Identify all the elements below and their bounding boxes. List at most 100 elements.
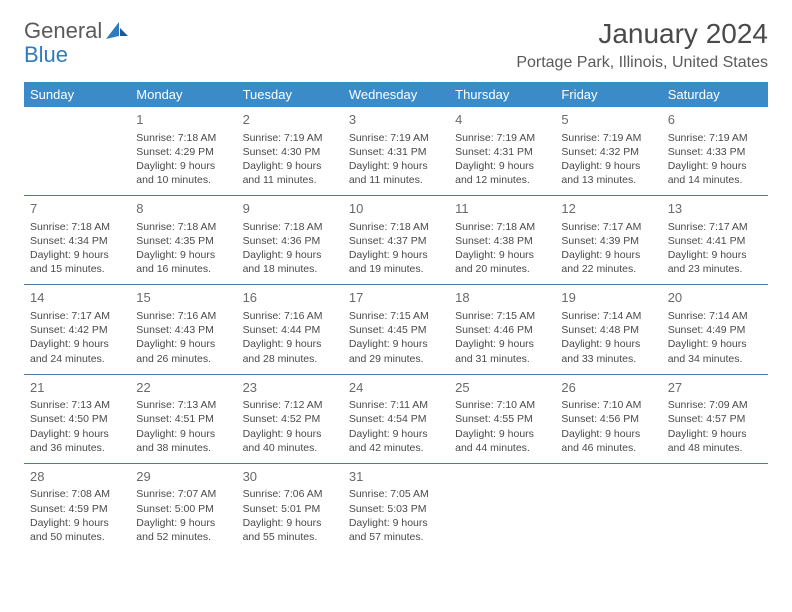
cell-line-d2: and 40 minutes. <box>243 441 337 455</box>
cell-line-d2: and 19 minutes. <box>349 262 443 276</box>
day-number: 14 <box>30 289 124 307</box>
cell-line-d2: and 48 minutes. <box>668 441 762 455</box>
day-number: 24 <box>349 379 443 397</box>
cell-line-ss: Sunset: 4:50 PM <box>30 412 124 426</box>
calendar-cell: 15Sunrise: 7:16 AMSunset: 4:43 PMDayligh… <box>130 285 236 373</box>
page-header: General January 2024 Portage Park, Illin… <box>24 18 768 72</box>
cell-line-sr: Sunrise: 7:11 AM <box>349 398 443 412</box>
cell-line-d1: Daylight: 9 hours <box>561 427 655 441</box>
cell-line-d1: Daylight: 9 hours <box>136 516 230 530</box>
cell-line-d2: and 16 minutes. <box>136 262 230 276</box>
cell-line-sr: Sunrise: 7:19 AM <box>349 131 443 145</box>
cell-line-ss: Sunset: 4:33 PM <box>668 145 762 159</box>
calendar-cell: 7Sunrise: 7:18 AMSunset: 4:34 PMDaylight… <box>24 196 130 284</box>
cell-line-d1: Daylight: 9 hours <box>136 427 230 441</box>
day-number: 30 <box>243 468 337 486</box>
cell-line-sr: Sunrise: 7:18 AM <box>455 220 549 234</box>
cell-line-d2: and 11 minutes. <box>349 173 443 187</box>
week-row: 28Sunrise: 7:08 AMSunset: 4:59 PMDayligh… <box>24 464 768 552</box>
day-number: 4 <box>455 111 549 129</box>
calendar-cell <box>449 464 555 552</box>
cell-line-ss: Sunset: 4:49 PM <box>668 323 762 337</box>
day-number: 6 <box>668 111 762 129</box>
calendar-cell: 11Sunrise: 7:18 AMSunset: 4:38 PMDayligh… <box>449 196 555 284</box>
cell-line-sr: Sunrise: 7:15 AM <box>349 309 443 323</box>
cell-line-d1: Daylight: 9 hours <box>243 337 337 351</box>
cell-line-d1: Daylight: 9 hours <box>561 159 655 173</box>
logo-text-2: Blue <box>24 42 68 68</box>
day-number: 25 <box>455 379 549 397</box>
calendar-cell: 20Sunrise: 7:14 AMSunset: 4:49 PMDayligh… <box>662 285 768 373</box>
cell-line-d1: Daylight: 9 hours <box>243 248 337 262</box>
cell-line-d2: and 12 minutes. <box>455 173 549 187</box>
calendar-cell <box>24 107 130 195</box>
cell-line-sr: Sunrise: 7:17 AM <box>668 220 762 234</box>
cell-line-d1: Daylight: 9 hours <box>349 337 443 351</box>
day-number: 28 <box>30 468 124 486</box>
day-number: 7 <box>30 200 124 218</box>
cell-line-d2: and 34 minutes. <box>668 352 762 366</box>
day-number: 5 <box>561 111 655 129</box>
cell-line-sr: Sunrise: 7:14 AM <box>561 309 655 323</box>
day-header-friday: Friday <box>555 82 661 107</box>
calendar-cell: 25Sunrise: 7:10 AMSunset: 4:55 PMDayligh… <box>449 375 555 463</box>
title-block: January 2024 Portage Park, Illinois, Uni… <box>516 18 768 72</box>
cell-line-d1: Daylight: 9 hours <box>30 248 124 262</box>
calendar-cell: 28Sunrise: 7:08 AMSunset: 4:59 PMDayligh… <box>24 464 130 552</box>
cell-line-ss: Sunset: 4:46 PM <box>455 323 549 337</box>
cell-line-sr: Sunrise: 7:13 AM <box>136 398 230 412</box>
calendar-cell: 19Sunrise: 7:14 AMSunset: 4:48 PMDayligh… <box>555 285 661 373</box>
day-number: 21 <box>30 379 124 397</box>
cell-line-ss: Sunset: 4:35 PM <box>136 234 230 248</box>
cell-line-ss: Sunset: 4:34 PM <box>30 234 124 248</box>
cell-line-d2: and 57 minutes. <box>349 530 443 544</box>
day-number: 22 <box>136 379 230 397</box>
day-number: 20 <box>668 289 762 307</box>
cell-line-d2: and 31 minutes. <box>455 352 549 366</box>
cell-line-ss: Sunset: 4:52 PM <box>243 412 337 426</box>
calendar-cell: 18Sunrise: 7:15 AMSunset: 4:46 PMDayligh… <box>449 285 555 373</box>
cell-line-sr: Sunrise: 7:17 AM <box>30 309 124 323</box>
cell-line-d1: Daylight: 9 hours <box>243 159 337 173</box>
cell-line-d2: and 26 minutes. <box>136 352 230 366</box>
calendar-cell: 9Sunrise: 7:18 AMSunset: 4:36 PMDaylight… <box>237 196 343 284</box>
calendar-cell: 22Sunrise: 7:13 AMSunset: 4:51 PMDayligh… <box>130 375 236 463</box>
calendar-cell: 8Sunrise: 7:18 AMSunset: 4:35 PMDaylight… <box>130 196 236 284</box>
day-number: 16 <box>243 289 337 307</box>
cell-line-d2: and 15 minutes. <box>30 262 124 276</box>
logo-sail-icon <box>106 22 128 40</box>
cell-line-sr: Sunrise: 7:19 AM <box>668 131 762 145</box>
cell-line-sr: Sunrise: 7:13 AM <box>30 398 124 412</box>
cell-line-ss: Sunset: 4:31 PM <box>349 145 443 159</box>
cell-line-sr: Sunrise: 7:06 AM <box>243 487 337 501</box>
cell-line-d1: Daylight: 9 hours <box>455 427 549 441</box>
calendar-cell: 4Sunrise: 7:19 AMSunset: 4:31 PMDaylight… <box>449 107 555 195</box>
cell-line-d1: Daylight: 9 hours <box>136 248 230 262</box>
day-header-saturday: Saturday <box>662 82 768 107</box>
cell-line-d1: Daylight: 9 hours <box>455 248 549 262</box>
calendar-cell: 16Sunrise: 7:16 AMSunset: 4:44 PMDayligh… <box>237 285 343 373</box>
day-header-row: Sunday Monday Tuesday Wednesday Thursday… <box>24 82 768 107</box>
cell-line-d2: and 29 minutes. <box>349 352 443 366</box>
day-number: 10 <box>349 200 443 218</box>
cell-line-d1: Daylight: 9 hours <box>349 427 443 441</box>
cell-line-sr: Sunrise: 7:19 AM <box>243 131 337 145</box>
day-number: 27 <box>668 379 762 397</box>
day-number: 11 <box>455 200 549 218</box>
cell-line-sr: Sunrise: 7:14 AM <box>668 309 762 323</box>
cell-line-ss: Sunset: 4:30 PM <box>243 145 337 159</box>
cell-line-d1: Daylight: 9 hours <box>455 337 549 351</box>
week-row: 1Sunrise: 7:18 AMSunset: 4:29 PMDaylight… <box>24 107 768 196</box>
cell-line-d2: and 33 minutes. <box>561 352 655 366</box>
cell-line-d1: Daylight: 9 hours <box>243 516 337 530</box>
cell-line-d1: Daylight: 9 hours <box>561 248 655 262</box>
cell-line-ss: Sunset: 4:42 PM <box>30 323 124 337</box>
cell-line-sr: Sunrise: 7:15 AM <box>455 309 549 323</box>
cell-line-d1: Daylight: 9 hours <box>349 516 443 530</box>
day-header-wednesday: Wednesday <box>343 82 449 107</box>
cell-line-d1: Daylight: 9 hours <box>668 159 762 173</box>
calendar-cell: 14Sunrise: 7:17 AMSunset: 4:42 PMDayligh… <box>24 285 130 373</box>
cell-line-ss: Sunset: 4:48 PM <box>561 323 655 337</box>
cell-line-d1: Daylight: 9 hours <box>243 427 337 441</box>
cell-line-d2: and 13 minutes. <box>561 173 655 187</box>
